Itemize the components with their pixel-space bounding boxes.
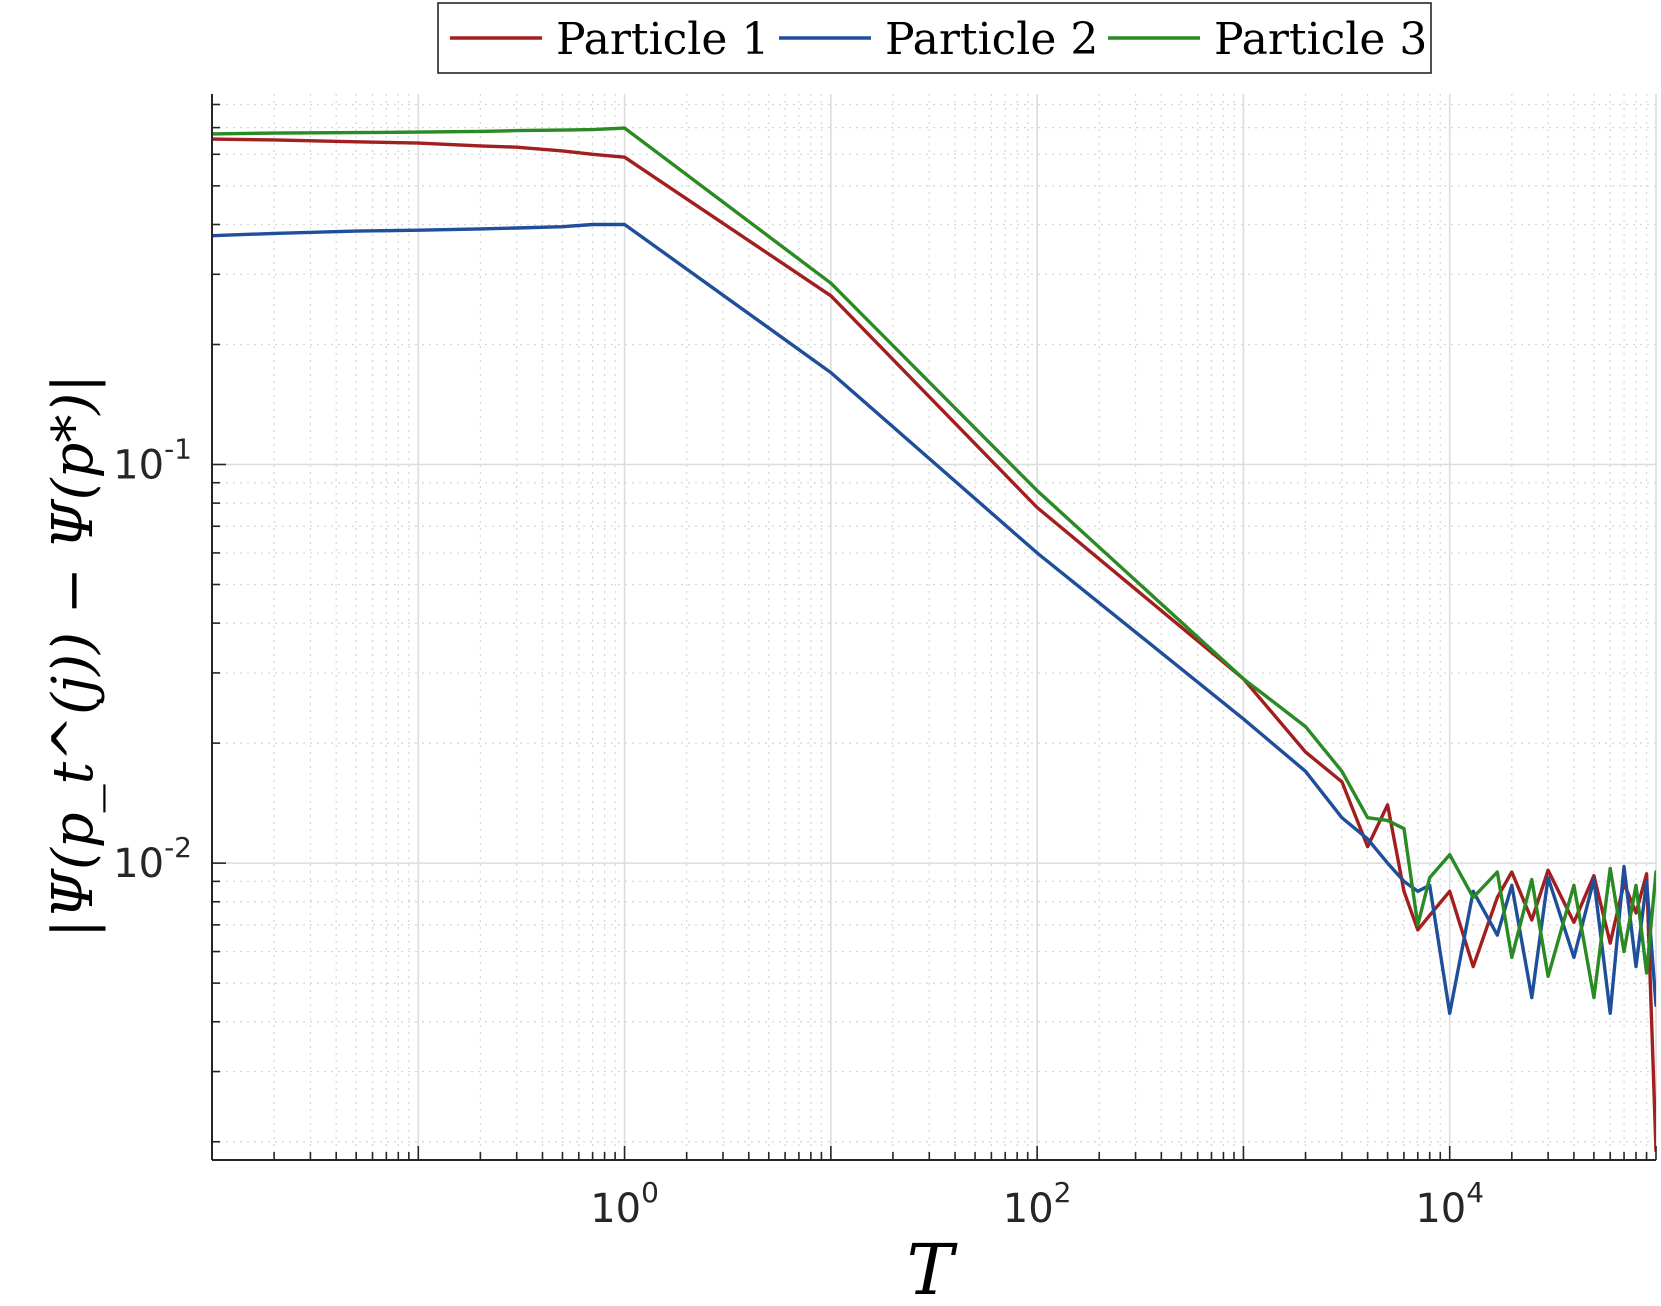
legend: Particle 1 Particle 2 Particle 3: [437, 2, 1432, 74]
x-tick-label-exponent: 4: [1466, 1176, 1484, 1209]
y-tick-label: 10-1: [113, 432, 192, 488]
x-tick-label: 100: [590, 1176, 659, 1232]
axes: [211, 94, 1657, 1161]
legend-label-1: Particle 1: [556, 14, 769, 65]
y-axis-label: |Ψ(p_t^(j)) − Ψ(p*)|: [41, 374, 106, 938]
y-tick-label-base: 10: [113, 841, 164, 887]
y-tick-label-exponent: -1: [164, 432, 192, 465]
plot-area: [212, 94, 1656, 1160]
legend-label-3: Particle 3: [1214, 14, 1427, 65]
x-tick-label-exponent: 0: [641, 1176, 659, 1209]
x-tick-label-base: 10: [1003, 1186, 1054, 1232]
series-line-1: [212, 137, 1656, 1153]
x-tick-label: 102: [1003, 1176, 1072, 1232]
y-tick-label: 10-2: [113, 831, 192, 887]
x-tick-label-base: 10: [590, 1186, 641, 1232]
series-line-3: [212, 126, 1656, 1000]
x-tick-label: 104: [1415, 1176, 1484, 1232]
x-tick-label-base: 10: [1415, 1186, 1466, 1232]
minor-grid: [212, 94, 1656, 1160]
legend-box: [437, 2, 1432, 74]
x-tick-label-exponent: 2: [1054, 1176, 1072, 1209]
series-layer: [212, 126, 1656, 1153]
y-tick-label-base: 10: [113, 442, 164, 488]
series-line-2: [212, 222, 1656, 1015]
x-axis-label: T: [907, 1229, 958, 1306]
y-tick-label-exponent: -2: [164, 831, 192, 864]
legend-label-2: Particle 2: [885, 14, 1098, 65]
